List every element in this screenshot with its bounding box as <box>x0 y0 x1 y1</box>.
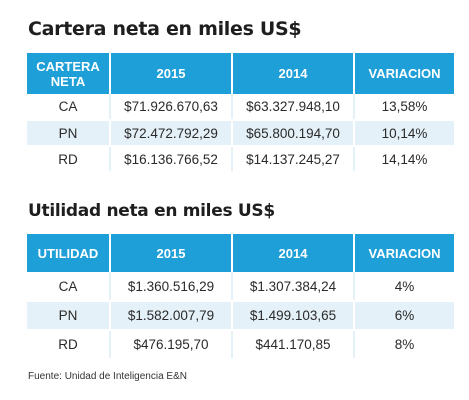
header-2015: 2015 <box>110 53 233 94</box>
value-variacion: 10,14% <box>354 120 454 147</box>
source-note: Fuente: Unidad de Inteligencia E&N <box>28 371 187 382</box>
header-label-line1: CARTERA <box>36 58 100 74</box>
value-variacion: 6% <box>354 301 454 331</box>
value-2015: $476.195,70 <box>110 330 233 360</box>
value-2014: $65.800.194,70 <box>232 120 355 147</box>
table-header-row: UTILIDAD 2015 2014 VARIACION <box>27 234 454 272</box>
value-2015: $16.136.766,52 <box>110 146 233 173</box>
utilidad-table-title: Utilidad neta en miles US$ <box>28 201 275 221</box>
cartera-table-title: Cartera neta en miles US$ <box>28 18 302 40</box>
header-2014: 2014 <box>232 234 355 272</box>
value-2015: $1.582.007,79 <box>110 301 233 331</box>
value-2014: $1.307.384,24 <box>232 272 355 302</box>
header-utilidad: UTILIDAD <box>27 234 111 272</box>
value-variacion: 14,14% <box>354 146 454 173</box>
utilidad-neta-table: UTILIDAD 2015 2014 VARIACION CA $1.360.5… <box>27 234 454 360</box>
table-row: CA $1.360.516,29 $1.307.384,24 4% <box>27 272 454 302</box>
value-variacion: 8% <box>354 330 454 360</box>
value-2014: $1.499.103,65 <box>232 301 355 331</box>
row-label: RD <box>27 146 111 173</box>
header-variacion: VARIACION <box>354 53 454 94</box>
value-2014: $63.327.948,10 <box>232 94 355 121</box>
value-variacion: 13,58% <box>354 94 454 121</box>
table-row: RD $16.136.766,52 $14.137.245,27 14,14% <box>27 146 454 173</box>
value-2015: $71.926.670,63 <box>110 94 233 121</box>
header-variacion: VARIACION <box>354 234 454 272</box>
table-row: PN $72.472.792,29 $65.800.194,70 10,14% <box>27 120 454 147</box>
row-label: CA <box>27 94 111 121</box>
value-2014: $14.137.245,27 <box>232 146 355 173</box>
table-row: CA $71.926.670,63 $63.327.948,10 13,58% <box>27 94 454 121</box>
value-2015: $72.472.792,29 <box>110 120 233 147</box>
header-label-line2: NETA <box>50 73 86 89</box>
table-header-row: CARTERA NETA 2015 2014 VARIACION <box>27 53 454 94</box>
header-2014: 2014 <box>232 53 355 94</box>
header-cartera-neta: CARTERA NETA <box>27 53 111 94</box>
table-row: PN $1.582.007,79 $1.499.103,65 6% <box>27 301 454 331</box>
row-label: CA <box>27 272 111 302</box>
header-2015: 2015 <box>110 234 233 272</box>
value-2014: $441.170,85 <box>232 330 355 360</box>
row-label: RD <box>27 330 111 360</box>
table-row: RD $476.195,70 $441.170,85 8% <box>27 330 454 360</box>
row-label: PN <box>27 301 111 331</box>
value-variacion: 4% <box>354 272 454 302</box>
cartera-neta-table: CARTERA NETA 2015 2014 VARIACION CA $71.… <box>27 53 454 173</box>
value-2015: $1.360.516,29 <box>110 272 233 302</box>
row-label: PN <box>27 120 111 147</box>
